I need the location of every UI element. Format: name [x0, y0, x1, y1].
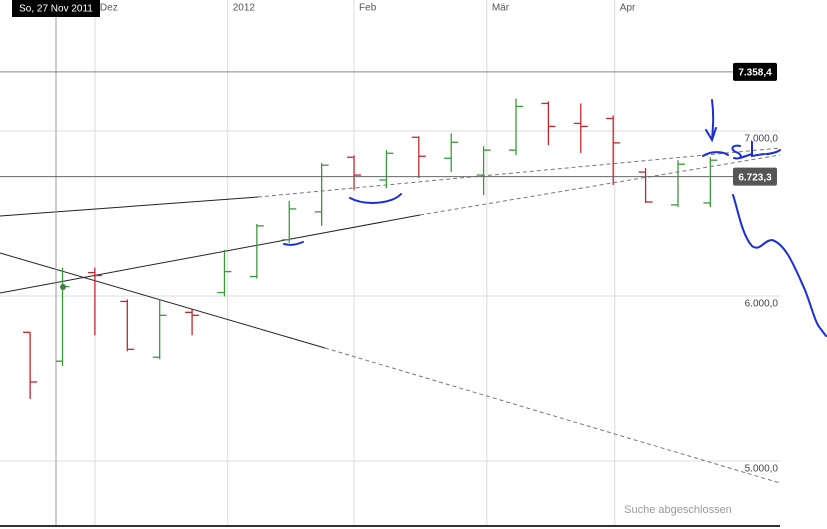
- arrow-annotation: [705, 99, 717, 143]
- swoosh-annotation: [283, 241, 304, 246]
- swoosh-annotation: [349, 193, 402, 204]
- trendline: [0, 196, 259, 217]
- price-label-box: [733, 62, 777, 81]
- price-label: 6.723,3: [738, 172, 772, 183]
- crosshair-dot: [60, 284, 66, 290]
- ohlc-bars: [23, 98, 718, 399]
- y-tick-label: 7.000,0: [745, 134, 779, 145]
- price-lines: 7.358,4 6.723,3: [0, 62, 777, 186]
- forecast-annotation: [732, 194, 827, 337]
- x-tick-label: 2012: [233, 3, 256, 14]
- hand-annotations: [283, 99, 827, 337]
- x-tick-label: Mär: [492, 3, 510, 14]
- trendline-extension: [419, 154, 781, 216]
- grid: Dez 2012 Feb Mär Apr 5.000,0 6.000,0 7.000,0: [0, 0, 780, 526]
- sl-annotation: [702, 141, 781, 160]
- y-tick-label: 5.000,0: [745, 464, 779, 475]
- trendlines: [0, 147, 781, 484]
- trendline: [0, 252, 326, 349]
- price-label-box: [733, 167, 777, 186]
- x-tick-label: Feb: [359, 3, 377, 14]
- trendline-extension: [257, 147, 781, 198]
- crosshair-label-text: So, 27 Nov 2011: [19, 4, 93, 15]
- crosshair-label: So, 27 Nov 2011: [12, 0, 100, 17]
- trendline: [0, 214, 421, 294]
- trendline-extension: [324, 347, 781, 484]
- x-tick-label: Dez: [100, 3, 118, 14]
- x-tick-label: Apr: [620, 3, 636, 14]
- status-text: Suche abgeschlossen: [624, 504, 732, 516]
- crosshair-label-box: [12, 0, 100, 17]
- price-label: 7.358,4: [738, 68, 772, 79]
- y-tick-label: 6.000,0: [745, 299, 779, 310]
